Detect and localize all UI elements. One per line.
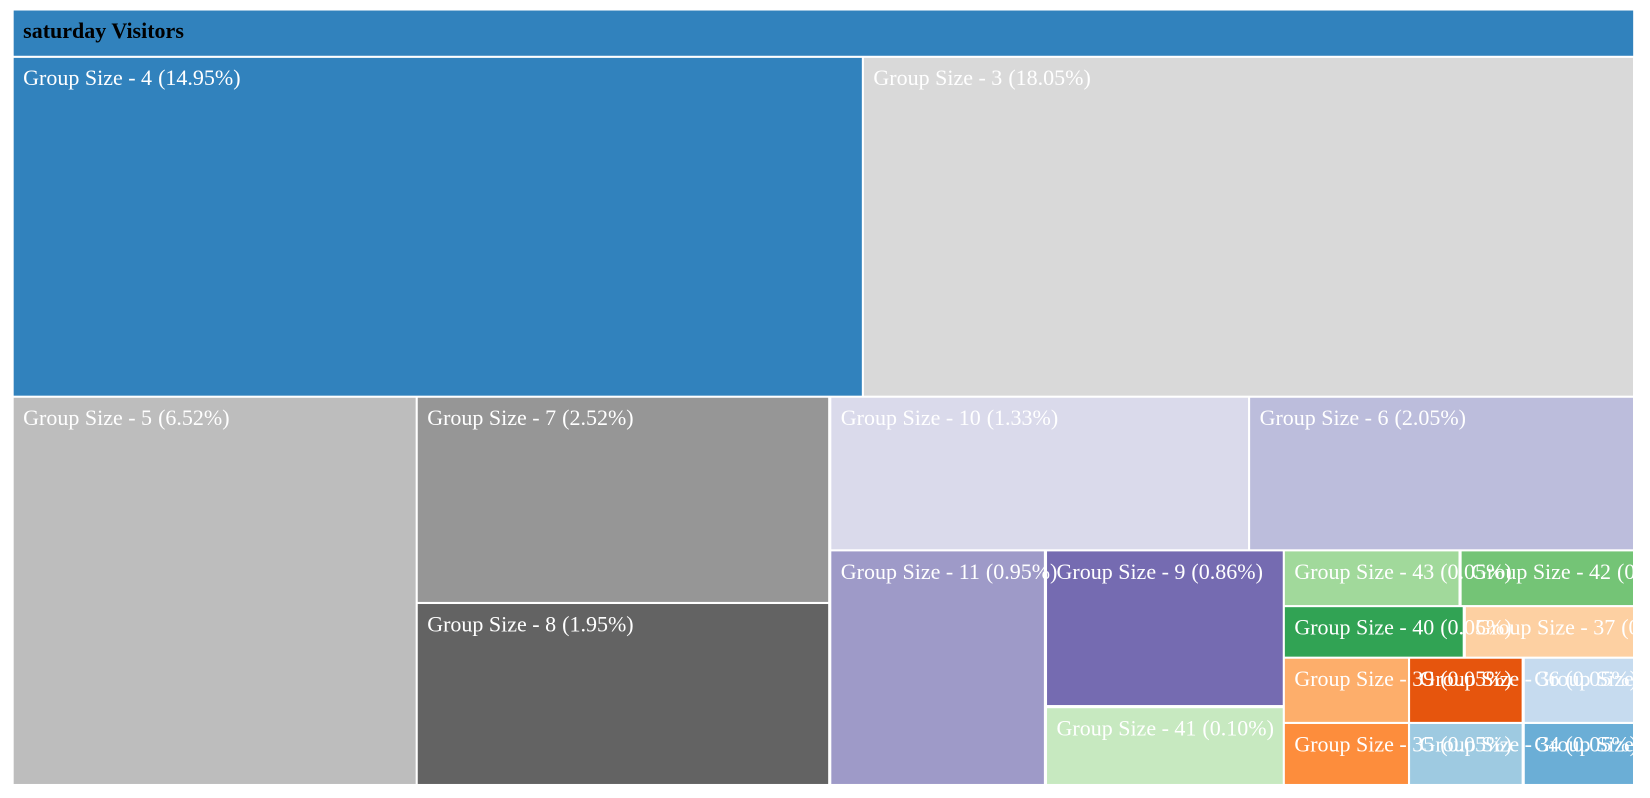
cell-name: Group Size - 6 bbox=[1260, 405, 1389, 430]
treemap-cell bbox=[1047, 551, 1283, 706]
cell-name: Group Size - 39 bbox=[1294, 666, 1434, 691]
treemap-cell bbox=[1284, 658, 1408, 722]
cell-value-label: (0.86%) bbox=[1191, 559, 1262, 584]
cell-value-label: (0.05%) bbox=[1565, 731, 1636, 756]
treemap-cell bbox=[1461, 551, 1633, 606]
cell-value-label: (14.95%) bbox=[158, 65, 240, 90]
cell-value-label: (2.52%) bbox=[562, 405, 633, 430]
cell-label: Group Size - 4 (14.95%) bbox=[23, 65, 240, 90]
treemap-cell bbox=[1047, 708, 1283, 784]
cell-label: Group Size - 6 (2.05%) bbox=[1260, 405, 1466, 430]
treemap-cell bbox=[13, 57, 862, 396]
cell-label: Group Size - 41 (0.10%) bbox=[1057, 716, 1274, 741]
treemap-cell bbox=[1250, 397, 1633, 550]
cell-name: Group Size - 34 bbox=[1420, 731, 1560, 756]
treemap-cell bbox=[1284, 607, 1463, 657]
cell-value-label: (0.95%) bbox=[986, 559, 1057, 584]
cell-label: Group Size - 40 (0.05%) bbox=[1294, 615, 1511, 640]
treemap-cell bbox=[1284, 723, 1408, 784]
cell-label: Group Size - 9 (0.86%) bbox=[1057, 559, 1263, 584]
cell-name: Group Size - 33 bbox=[1534, 666, 1650, 691]
cell-value-label: (0.05%) bbox=[1617, 559, 1650, 584]
cell-value-label: (0.05%) bbox=[1440, 615, 1511, 640]
cell-value-label: (2.05%) bbox=[1395, 405, 1466, 430]
cell-value-label: (0.05%) bbox=[1565, 666, 1636, 691]
cell-label: Group Size - 10 (1.33%) bbox=[841, 405, 1058, 430]
treemap-cell bbox=[1465, 607, 1633, 657]
cell-name: Group Size - 5 bbox=[23, 405, 152, 430]
cell-label: Group Size - 37(0.05%) bbox=[1475, 615, 1650, 640]
cell-name: Group Size - 9 bbox=[1057, 559, 1186, 584]
cell-label: Group Size - 33(0.05%) bbox=[1534, 666, 1650, 691]
cell-name: Group Size - 31 bbox=[1534, 731, 1650, 756]
cell-name: Group Size - 10 bbox=[841, 405, 981, 430]
cell-name: Group Size - 3 bbox=[873, 65, 1002, 90]
treemap-cell bbox=[831, 551, 1044, 784]
cell-value-label: (0.05%) bbox=[1440, 559, 1511, 584]
cell-name: Group Size - 42 bbox=[1471, 559, 1611, 584]
cell-label: Group Size - 34 (0.05%) bbox=[1420, 731, 1637, 756]
cell-name: Group Size - 11 bbox=[841, 559, 980, 584]
cell-label: Group Size - 8 (1.95%) bbox=[427, 611, 633, 636]
cell-label: Group Size - 31(0.05%) bbox=[1534, 731, 1650, 756]
cell-value-label: (6.52%) bbox=[158, 405, 229, 430]
cell-label: Group Size - 42(0.05%) bbox=[1471, 559, 1650, 584]
treemap-cell bbox=[417, 397, 829, 602]
cell-label: Group Size - 11 (0.95%) bbox=[841, 559, 1058, 584]
cell-name: Group Size - 8 bbox=[427, 611, 556, 636]
cell-label: Group Size - 43 (0.05%) bbox=[1294, 559, 1511, 584]
cell-name: Group Size - 37 bbox=[1475, 615, 1615, 640]
cell-name: Group Size - 4 bbox=[23, 65, 152, 90]
cell-name: Group Size - 41 bbox=[1057, 716, 1197, 741]
header-bar bbox=[13, 10, 1634, 56]
treemap-cell bbox=[1410, 723, 1522, 784]
cell-value-label: (0.05%) bbox=[1621, 615, 1650, 640]
cell-name: Group Size - 40 bbox=[1294, 615, 1434, 640]
cell-label: Group Size - 7 (2.52%) bbox=[427, 405, 633, 430]
chart-title: saturday Visitors bbox=[23, 18, 184, 43]
cell-value-label: (0.05%) bbox=[1440, 731, 1511, 756]
cell-value-label: (0.05%) bbox=[1440, 666, 1511, 691]
treemap-cell bbox=[1524, 658, 1633, 722]
cell-name: Group Size - 7 bbox=[427, 405, 556, 430]
cell-label: Group Size - 39 (0.05%) bbox=[1294, 666, 1511, 691]
cells: Group Size - 4 (14.95%) Group Size - 3 (18.… bbox=[13, 57, 1650, 784]
cell-value-label: (18.05%) bbox=[1008, 65, 1090, 90]
cell-label: Group Size - 36 (0.05%) bbox=[1420, 666, 1637, 691]
cell-value-label: (0.10%) bbox=[1202, 716, 1273, 741]
treemap-cell bbox=[13, 397, 416, 784]
cell-value-label: (1.33%) bbox=[987, 405, 1058, 430]
cell-value-label: (1.95%) bbox=[562, 611, 633, 636]
cell-name: Group Size - 35 bbox=[1294, 731, 1434, 756]
cell-name: Group Size - 36 bbox=[1420, 666, 1560, 691]
cell-label: Group Size - 35 (0.05%) bbox=[1294, 731, 1511, 756]
treemap-cell bbox=[1410, 658, 1522, 722]
cell-label: Group Size - 3 (18.05%) bbox=[873, 65, 1090, 90]
treemap-cell bbox=[1524, 723, 1633, 784]
treemap-cell bbox=[417, 604, 829, 784]
cell-name: Group Size - 43 bbox=[1294, 559, 1434, 584]
treemap-cell bbox=[1284, 551, 1459, 606]
cell-label: Group Size - 5 (6.52%) bbox=[23, 405, 229, 430]
treemap-cell bbox=[863, 57, 1633, 396]
treemap-cell bbox=[831, 397, 1249, 550]
